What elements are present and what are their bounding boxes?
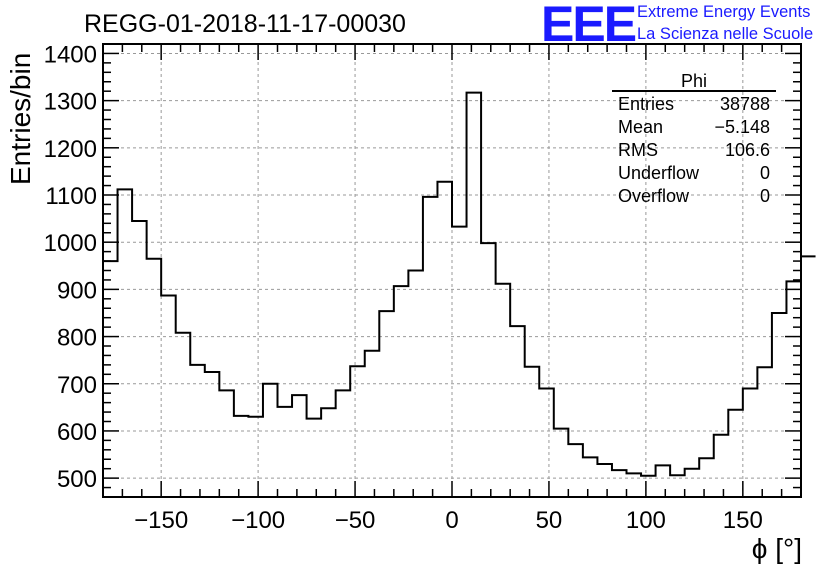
histogram-bin xyxy=(219,390,234,497)
ticks: −150 −100 −50 0 50 100 150 500 600 700 800 900 1000 1… xyxy=(44,41,802,534)
histogram-bin xyxy=(772,313,787,497)
y-tick-label: 1100 xyxy=(45,183,97,210)
stat-label: Mean xyxy=(618,117,664,137)
histogram-bin xyxy=(670,475,685,497)
histogram-bin xyxy=(452,227,467,497)
stat-value: 38788 xyxy=(719,94,770,114)
histogram-bin xyxy=(278,407,293,497)
stat-label: Overflow xyxy=(618,186,690,206)
x-tick-label: 50 xyxy=(536,507,563,534)
histogram-outline xyxy=(103,91,816,477)
y-axis-label: Entries/bin xyxy=(5,52,36,185)
y-tick-label: 1300 xyxy=(44,89,97,116)
histogram-bin xyxy=(525,367,540,497)
histogram-bin xyxy=(408,271,423,498)
histogram-bin xyxy=(539,388,554,497)
histogram-bin xyxy=(234,416,249,497)
chart-title: REGG-01-2018-11-17-00030 xyxy=(84,10,406,38)
y-tick-label: 700 xyxy=(57,372,97,399)
histogram-bin xyxy=(176,333,191,497)
y-tick-label: 500 xyxy=(57,466,97,493)
histogram-bin xyxy=(292,395,307,497)
x-tick-label: −150 xyxy=(134,507,188,534)
stats-box-title: Phi xyxy=(680,71,707,91)
histogram-bin xyxy=(103,261,118,497)
histogram-bin xyxy=(263,384,278,497)
x-tick-label: 150 xyxy=(723,507,763,534)
histogram-bin xyxy=(394,286,409,497)
histogram-bin xyxy=(190,365,205,497)
histogram-bin xyxy=(423,197,438,497)
histogram-bin xyxy=(496,284,511,497)
histogram-bin xyxy=(161,296,176,497)
stat-value: 106.6 xyxy=(724,140,770,160)
stat-value: −5.148 xyxy=(714,117,770,137)
stat-label: Entries xyxy=(618,94,675,114)
stat-value: 0 xyxy=(759,186,770,206)
logo-line-2: La Scienza nelle Scuole xyxy=(637,25,814,43)
histogram-bin xyxy=(481,243,496,497)
histogram-bin xyxy=(656,465,671,497)
histogram-bin xyxy=(379,311,394,497)
stats-box-rule xyxy=(612,90,776,92)
histogram-bin xyxy=(641,476,656,497)
histogram-bin xyxy=(147,259,162,497)
histogram-bin xyxy=(801,256,816,497)
x-tick-label: 0 xyxy=(445,507,458,534)
y-tick-label: 1400 xyxy=(44,41,97,68)
histogram-bin xyxy=(627,473,642,497)
histogram-bin xyxy=(583,457,598,497)
histogram-bin xyxy=(757,367,772,497)
histogram-bars xyxy=(103,91,816,498)
histogram-bin xyxy=(437,182,452,497)
histogram-bin xyxy=(685,469,700,497)
histogram-bin xyxy=(714,435,729,497)
histogram-bin xyxy=(510,326,525,497)
y-tick-label: 1000 xyxy=(44,230,97,257)
histogram-bin xyxy=(365,351,380,497)
x-axis-label: ϕ [°] xyxy=(751,533,802,564)
histogram-bin xyxy=(350,366,365,497)
histogram-bin xyxy=(743,388,758,497)
histogram-bin xyxy=(307,419,322,497)
y-tick-label: 1200 xyxy=(44,136,97,163)
histogram-bin xyxy=(205,372,220,497)
x-tick-label: 100 xyxy=(626,507,666,534)
eee-logo: EEE xyxy=(541,0,637,52)
histogram-bin xyxy=(568,444,583,497)
y-tick-label: 600 xyxy=(57,419,97,446)
x-tick-label: −50 xyxy=(335,507,376,534)
histogram-bin xyxy=(132,221,147,497)
stat-label: RMS xyxy=(618,140,658,160)
x-tick-label: −100 xyxy=(231,507,285,534)
histogram-bin xyxy=(467,93,482,497)
histogram-bin xyxy=(118,189,133,497)
histogram-bin xyxy=(699,458,714,497)
histogram-bin xyxy=(728,410,743,497)
histogram-bin xyxy=(336,390,351,497)
y-tick-label: 800 xyxy=(57,325,97,352)
histogram-bin xyxy=(248,417,263,497)
histogram-bin xyxy=(612,470,627,497)
y-tick-label: 900 xyxy=(57,277,97,304)
histogram-bin xyxy=(554,429,569,497)
stat-value: 0 xyxy=(759,163,770,183)
stat-label: Underflow xyxy=(618,163,700,183)
histogram-bin xyxy=(597,464,612,497)
histogram-bin xyxy=(321,408,336,497)
logo-line-1: Extreme Energy Events xyxy=(637,3,811,21)
histogram-bin xyxy=(786,281,801,497)
